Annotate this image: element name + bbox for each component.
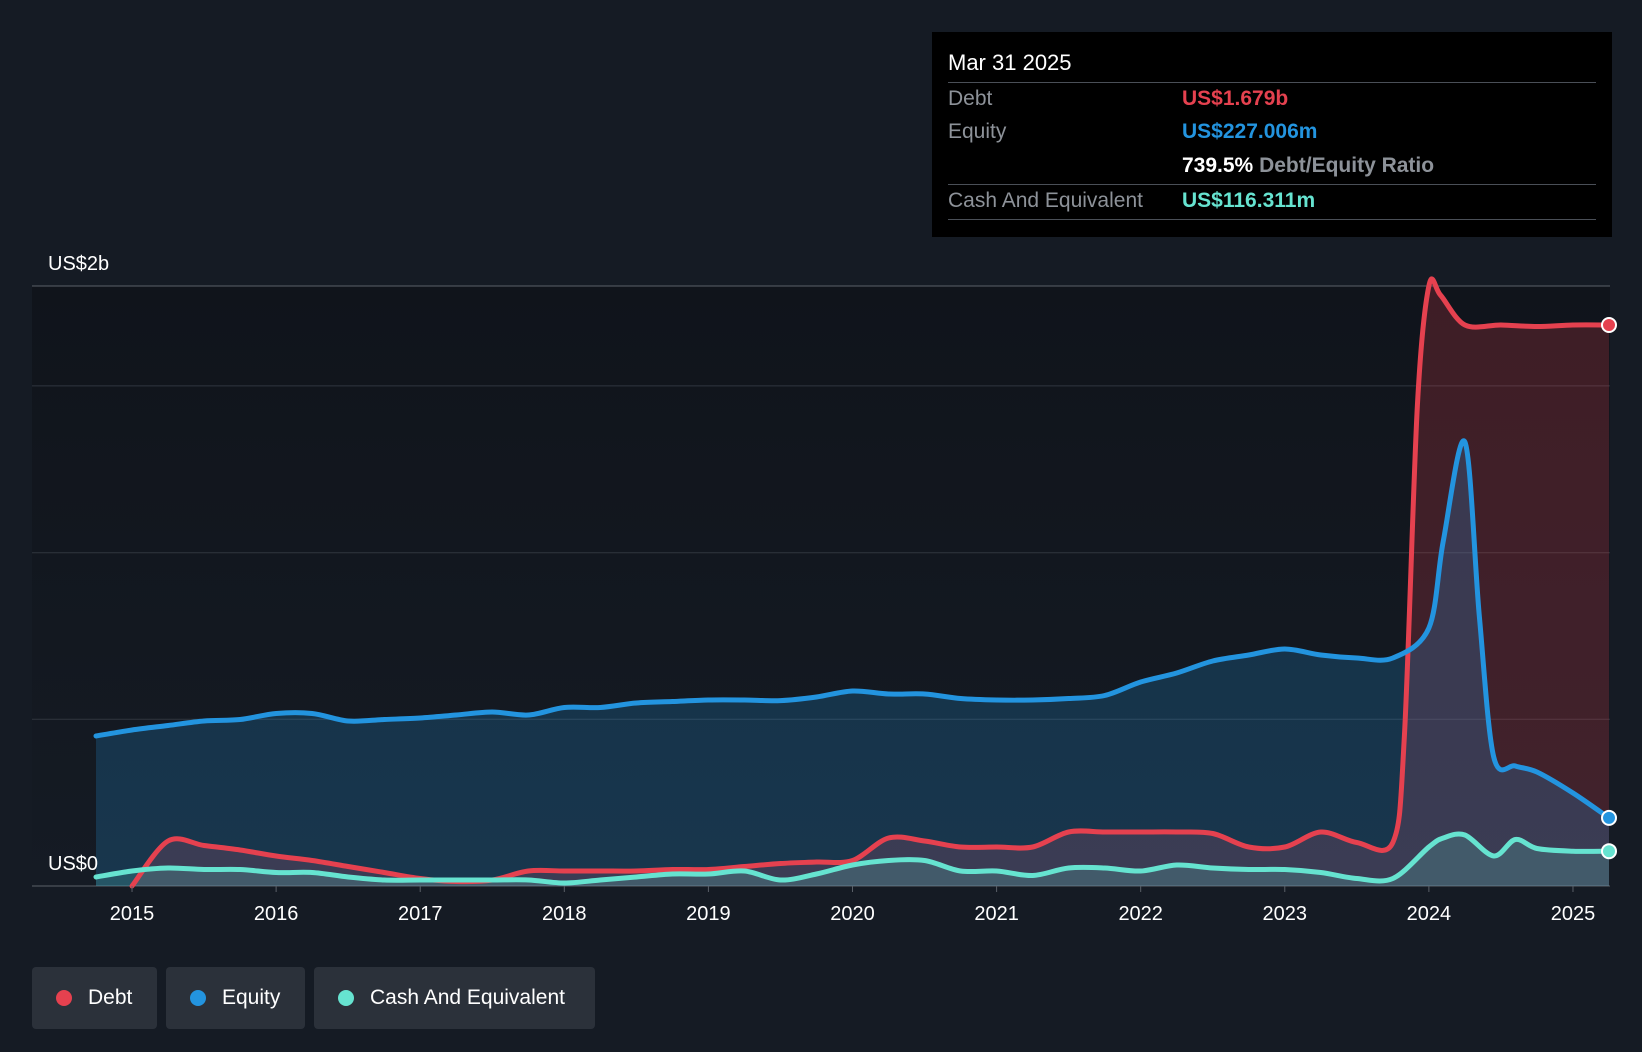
tooltip-equity-label: Equity [948,120,1007,143]
equity-dot-icon [190,990,206,1006]
chart-legend: Debt Equity Cash And Equivalent [32,967,595,1029]
debt-area [132,278,1609,886]
series-lines [93,276,1612,889]
tooltip-ratio-value: 739.5% [1182,154,1254,177]
x-tick-label: 2022 [1118,903,1163,925]
cash-end-marker[interactable] [1601,843,1617,860]
series-areas [96,278,1609,886]
debt-dot-icon [56,990,72,1006]
x-tick-label: 2016 [254,903,299,925]
legend-cash-label: Cash And Equivalent [370,986,565,1009]
legend-debt-label: Debt [88,986,133,1009]
series-end-markers [1601,317,1617,860]
tooltip-debt-label: Debt [948,87,993,110]
tooltip-row-debt: Debt US$1.679b [948,82,1596,117]
x-tick-label: 2024 [1407,903,1452,925]
tooltip-debt-value: US$1.679b [1182,87,1289,110]
data-tooltip: Mar 31 2025 Debt US$1.679b Equity US$227… [932,32,1612,237]
x-axis-ticks: 2015 2016 2017 2018 2019 2020 2021 2022 2023 2024… [110,886,1595,925]
x-tick-label: 2017 [398,903,443,925]
equity-end-marker[interactable] [1601,809,1617,826]
tooltip-ratio: 739.5% Debt/Equity Ratio [1182,154,1434,178]
tooltip-date: Mar 31 2025 [948,50,1072,75]
y-axis-top-label: US$2b [48,253,109,275]
debt-line [129,276,1612,889]
tooltip-cash-label: Cash And Equivalent [948,189,1143,212]
x-tick-label: 2018 [542,903,587,925]
x-tick-label: 2015 [110,903,155,925]
x-tick-label: 2019 [686,903,731,925]
legend-item-debt[interactable]: Debt [32,967,157,1029]
equity-line [93,438,1612,821]
tooltip-equity-value: US$227.006m [1182,120,1318,143]
x-tick-label: 2020 [830,903,875,925]
equity-area [96,440,1609,886]
legend-item-equity[interactable]: Equity [166,967,305,1029]
tooltip-cash-value: US$116.311m [1182,189,1316,212]
gridlines [32,285,1610,887]
debt-end-marker[interactable] [1601,317,1617,333]
cash-dot-icon [338,990,354,1006]
tooltip-ratio-label: Debt/Equity Ratio [1259,154,1435,177]
legend-item-cash[interactable]: Cash And Equivalent [314,967,595,1029]
tooltip-row-cash: Cash And Equivalent US$116.311m [948,184,1596,220]
cash-area [96,833,1609,886]
cash-line [93,831,1612,886]
legend-equity-label: Equity [222,986,281,1009]
x-tick-label: 2025 [1551,903,1596,925]
x-tick-label: 2023 [1263,903,1308,925]
tooltip-row-ratio: 739.5% Debt/Equity Ratio [948,150,1596,184]
tooltip-row-equity: Equity US$227.006m [948,116,1596,150]
y-axis-bottom-label: US$0 [48,853,98,875]
x-tick-label: 2021 [974,903,1019,925]
